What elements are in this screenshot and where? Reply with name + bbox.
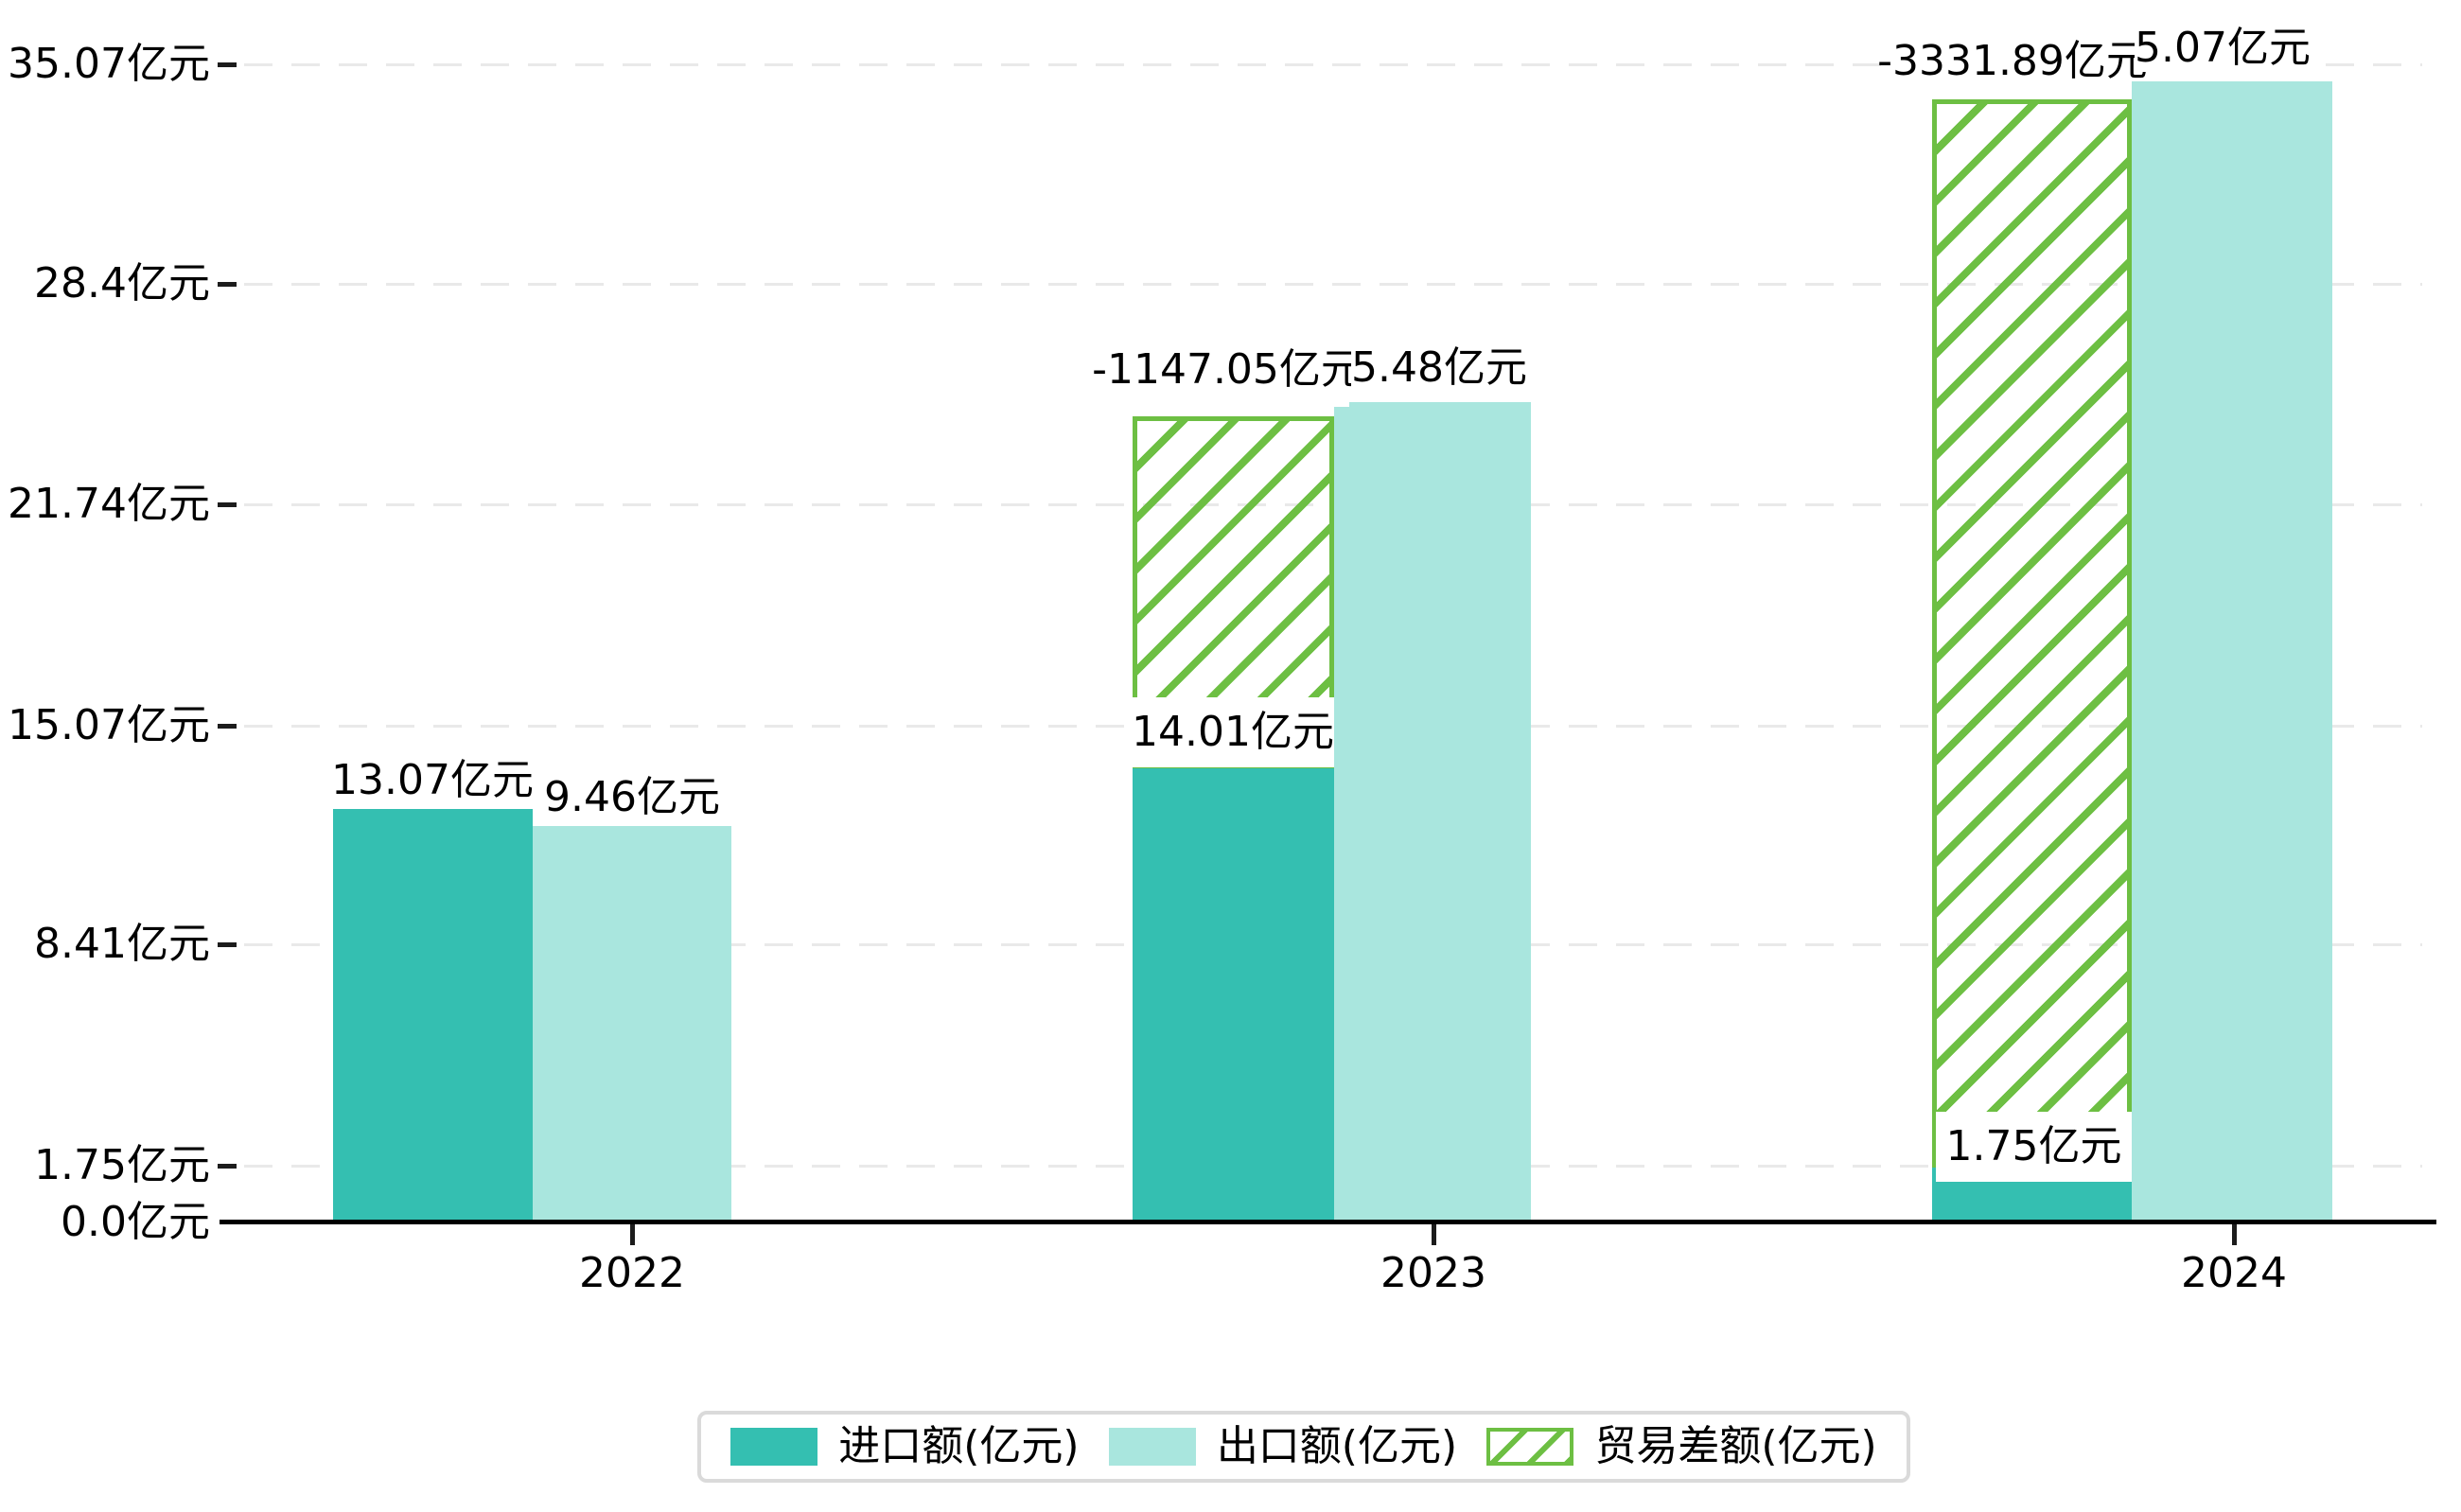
data-label-export-2022: 9.46亿元 (544, 773, 720, 821)
y-axis-tick-label: 8.41亿元 (34, 920, 210, 968)
bar-export-2023 (1334, 402, 1531, 1222)
y-axis-tick-label: 21.74亿元 (8, 480, 210, 528)
y-axis-tick-mark (218, 62, 237, 67)
x-axis-line (220, 1220, 2436, 1224)
x-axis-tick-label: 2022 (579, 1249, 685, 1297)
x-axis-tick-label: 2024 (2181, 1249, 2287, 1297)
legend-label: 出口额(亿元) (1216, 1422, 1458, 1470)
gridline (244, 63, 2422, 66)
y-axis-tick-mark (218, 942, 237, 947)
legend-item-import: 进口额(亿元) (730, 1422, 1080, 1470)
legend-label: 贸易差额(亿元) (1594, 1422, 1877, 1470)
data-label-export-2023: 5.48亿元 (1351, 343, 1527, 392)
x-axis-tick-label: 2023 (1380, 1249, 1486, 1297)
legend-swatch-icon (730, 1428, 818, 1466)
gridline (244, 283, 2422, 286)
bar-export-2022 (533, 826, 731, 1222)
y-axis-tick-label: 1.75亿元 (34, 1141, 210, 1189)
y-axis-tick-label: 35.07亿元 (8, 40, 210, 88)
data-label-import-2024: 1.75亿元 (1936, 1112, 2132, 1182)
legend-swatch-icon (1108, 1428, 1196, 1466)
y-axis-tick-label: 15.07亿元 (8, 701, 210, 749)
data-label-balance-2023: -1147.05亿元 (1092, 333, 1362, 407)
y-axis-tick-mark (218, 724, 237, 729)
legend: 进口额(亿元) 出口额(亿元) 贸易差额(亿元) (697, 1411, 1910, 1483)
bar-import-2023 (1133, 766, 1334, 1222)
y-axis-tick-label: 0.0亿元 (61, 1198, 210, 1246)
data-label-import-2023: 14.01亿元 (1132, 697, 1334, 767)
y-axis-tick-mark (218, 1164, 237, 1169)
data-label-export-2024: 5.07亿元 (2135, 24, 2311, 72)
legend-label: 进口额(亿元) (838, 1422, 1080, 1470)
data-label-import-2022: 13.07亿元 (331, 756, 534, 804)
bar-export-2024 (2132, 81, 2332, 1222)
bar-trade-balance-2024 (1932, 99, 2132, 1168)
legend-item-export: 出口额(亿元) (1108, 1422, 1458, 1470)
y-axis-tick-mark (218, 502, 237, 507)
x-axis-tick-mark (630, 1224, 635, 1245)
y-axis-tick-mark (218, 282, 237, 287)
legend-swatch-icon (1486, 1428, 1574, 1466)
x-axis-tick-mark (2232, 1224, 2237, 1245)
bar-import-2022 (333, 809, 533, 1222)
data-label-balance-2024: -3331.89亿元 (1877, 25, 2148, 98)
x-axis-tick-mark (1432, 1224, 1436, 1245)
legend-item-trade-balance: 贸易差额(亿元) (1486, 1422, 1877, 1470)
y-axis-tick-label: 28.4亿元 (34, 259, 210, 308)
